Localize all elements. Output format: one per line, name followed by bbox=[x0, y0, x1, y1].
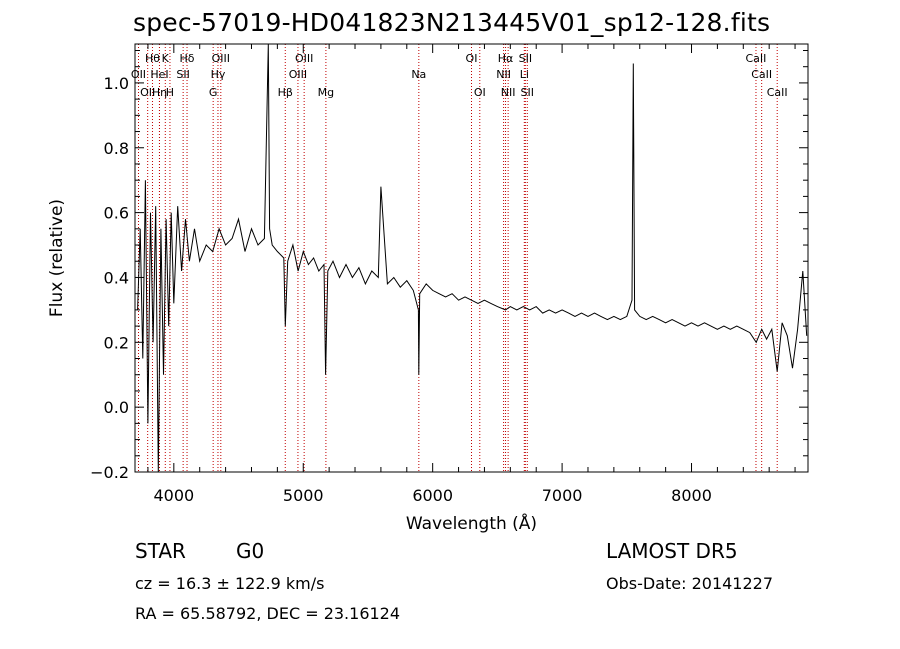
spectral-line-label: HeI bbox=[150, 68, 168, 81]
x-tick-label: 7000 bbox=[542, 486, 583, 505]
spectral-line-label: CaII bbox=[746, 52, 767, 65]
spectral-line-label: SII bbox=[519, 52, 532, 65]
spectral-line-label: OI bbox=[474, 86, 486, 99]
y-tick-label: 0.4 bbox=[104, 268, 129, 287]
y-tick-label: 0.6 bbox=[104, 204, 129, 223]
spectral-line-markers bbox=[137, 44, 778, 472]
object-subclass: G0 bbox=[236, 539, 265, 563]
x-tick-label: 4000 bbox=[153, 486, 194, 505]
plot-frame bbox=[134, 43, 809, 473]
x-tick-label: 6000 bbox=[412, 486, 453, 505]
x-axis-label: Wavelength (Å) bbox=[406, 512, 537, 534]
spectral-line-label: Hγ bbox=[211, 68, 226, 81]
spectral-line-label: H bbox=[166, 86, 174, 99]
spectral-line-label: NII bbox=[501, 86, 516, 99]
velocity-readout: cz = 16.3 ± 122.9 km/s bbox=[135, 574, 325, 593]
spectral-line-label: Hδ bbox=[180, 52, 195, 65]
spectral-line-label: Mg bbox=[318, 86, 334, 99]
coordinates-readout: RA = 65.58792, DEC = 23.16124 bbox=[135, 604, 401, 623]
y-tick-label: 0.0 bbox=[104, 398, 129, 417]
spectral-line-label: Hα bbox=[498, 52, 514, 65]
spectral-line-label: OIII bbox=[289, 68, 307, 81]
spectral-line-label: CaII bbox=[767, 86, 788, 99]
x-axis-ticks: 4000 5000 6000 7000 8000 bbox=[147, 44, 796, 505]
spectrum-series-line bbox=[137, 43, 808, 473]
spectral-line-label: K bbox=[162, 52, 170, 65]
spectral-line-label: OIII bbox=[295, 52, 313, 65]
spectral-line-label: OIII bbox=[212, 52, 230, 65]
spectral-line-label: OII bbox=[131, 68, 146, 81]
y-tick-label: 1.0 bbox=[104, 74, 129, 93]
spectral-line-label: Na bbox=[411, 68, 426, 81]
y-tick-label: 0.2 bbox=[104, 333, 129, 352]
spectral-line-label: SII bbox=[176, 68, 189, 81]
spectral-line-label: Hβ bbox=[278, 86, 293, 99]
spectral-line-label: Hθ bbox=[145, 52, 160, 65]
spectral-line-label: OI bbox=[466, 52, 478, 65]
spectral-line-label: Hη bbox=[152, 86, 167, 99]
survey-name: LAMOST DR5 bbox=[606, 539, 738, 563]
spectral-line-label: G bbox=[209, 86, 218, 99]
observation-date: Obs-Date: 20141227 bbox=[606, 574, 774, 593]
object-class: STAR bbox=[135, 539, 186, 563]
spectral-line-label: NII bbox=[496, 68, 511, 81]
spectral-line-label: SII bbox=[521, 86, 534, 99]
spectral-line-label: OII bbox=[140, 86, 155, 99]
chart-title: spec-57019-HD041823N213445V01_sp12-128.f… bbox=[133, 8, 771, 37]
x-tick-label: 5000 bbox=[283, 486, 324, 505]
y-tick-label: −0.2 bbox=[90, 463, 129, 482]
y-axis-ticks: −0.2 0.0 0.2 0.4 0.6 0.8 1.0 bbox=[90, 49, 808, 482]
spectral-line-label: CaII bbox=[751, 68, 772, 81]
x-tick-label: 8000 bbox=[671, 486, 712, 505]
spectral-line-labels: OII OII Hθ Hη K H HeI SII Hδ G Hγ OIII Hβ OIII OIII Mg N… bbox=[131, 52, 788, 99]
spectral-line-label: Li bbox=[520, 68, 529, 81]
y-axis-label: Flux (relative) bbox=[47, 199, 67, 317]
y-tick-label: 0.8 bbox=[104, 139, 129, 158]
